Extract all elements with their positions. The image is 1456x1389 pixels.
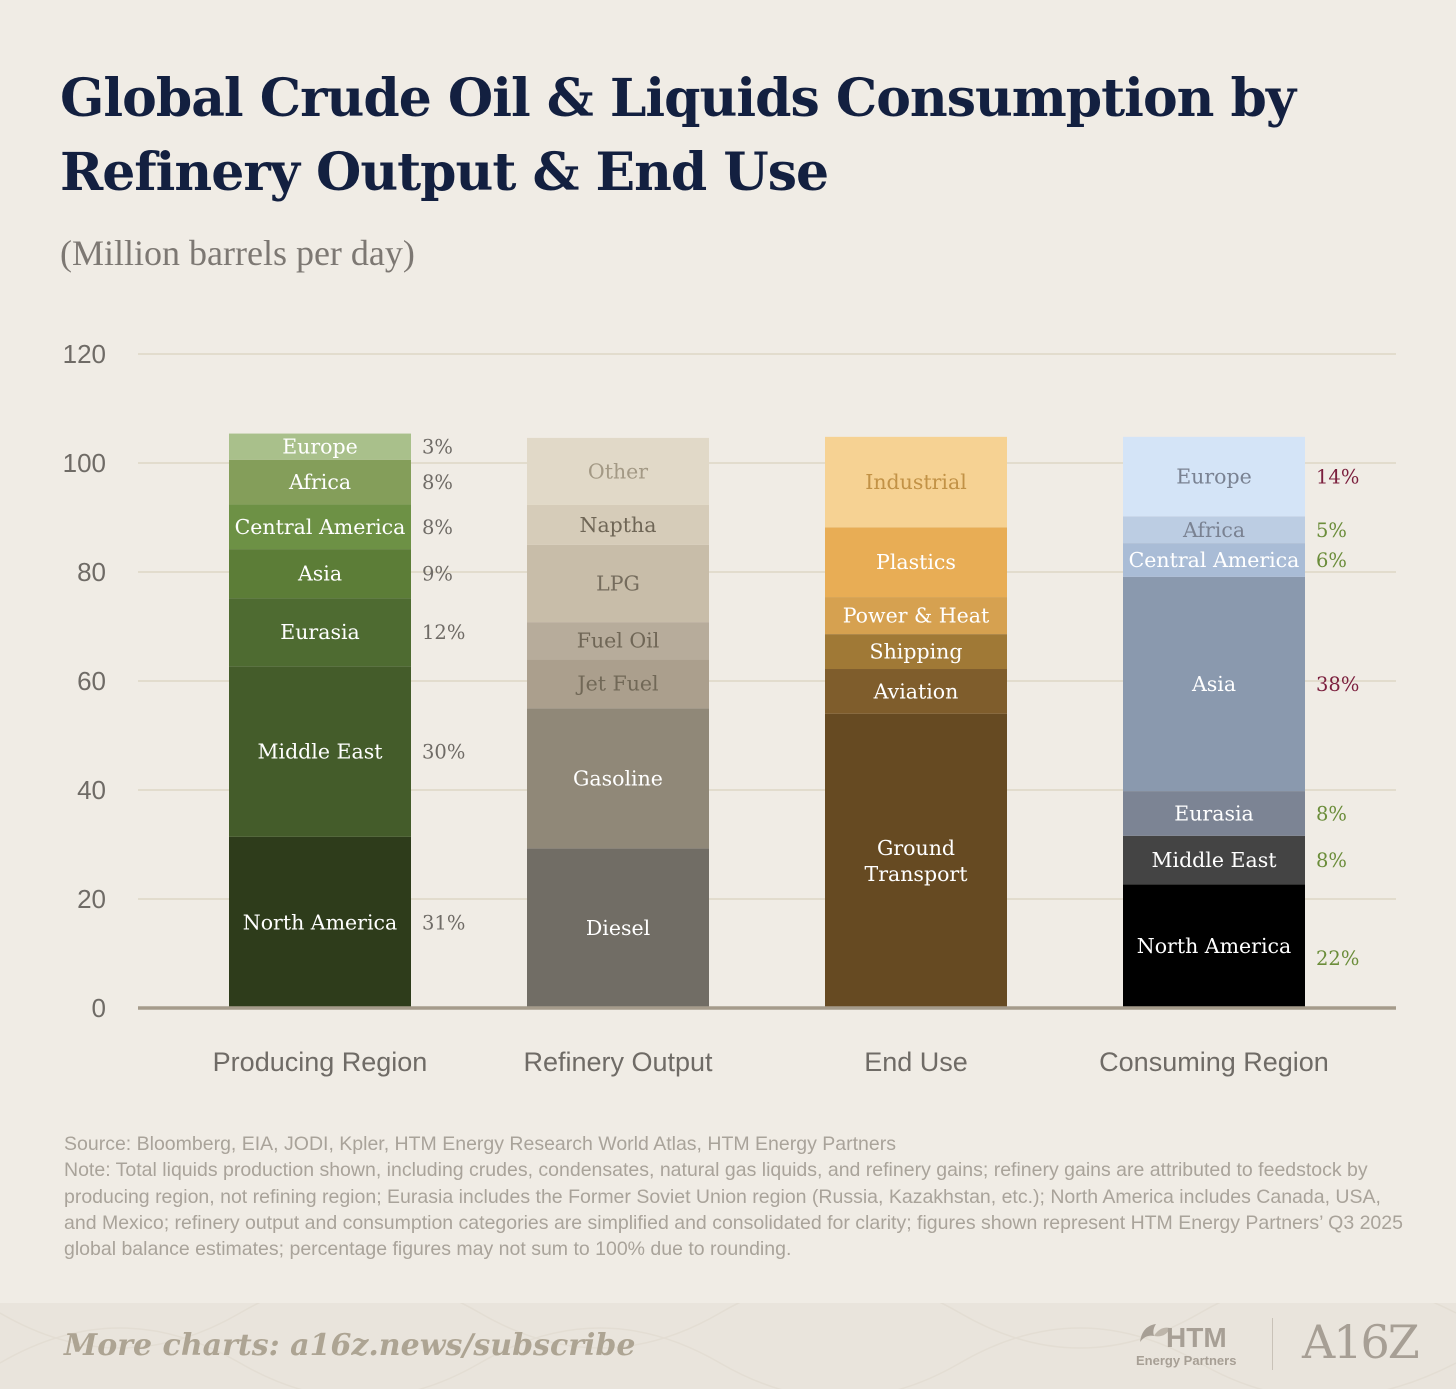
bar-segment xyxy=(825,436,1007,528)
segment-label: Middle East xyxy=(1152,848,1278,872)
bar-segment xyxy=(527,622,709,660)
bar-segment xyxy=(229,666,411,837)
logo-divider xyxy=(1272,1318,1273,1370)
htm-leaf-icon xyxy=(1140,1324,1170,1342)
more-charts-link[interactable]: More charts: a16z.news/subscribe xyxy=(64,1328,636,1363)
bar-segment xyxy=(1123,543,1305,577)
bar-segment xyxy=(229,459,411,505)
segment-label: Naptha xyxy=(580,513,657,537)
bar-segment xyxy=(229,549,411,599)
percent-label: 8% xyxy=(422,516,453,539)
note-text: Note: Total liquids production shown, in… xyxy=(64,1159,1403,1261)
segment-label: Power & Heat xyxy=(843,604,990,628)
y-tick-label: 20 xyxy=(77,884,106,914)
percent-label: 5% xyxy=(1316,519,1347,542)
bar-segment xyxy=(825,669,1007,714)
y-tick-label: 60 xyxy=(77,666,106,696)
segment-label: Europe xyxy=(1176,465,1252,489)
percent-label: 9% xyxy=(422,563,453,586)
bar-segment xyxy=(1123,436,1305,517)
percent-label: 8% xyxy=(1316,849,1347,872)
bar-segment xyxy=(229,598,411,667)
source-notes: Source: Bloomberg, EIA, JODI, Kpler, HTM… xyxy=(64,1131,1404,1262)
bar-segment xyxy=(527,659,709,709)
segment-label: Africa xyxy=(1182,518,1245,542)
chart-title: Global Crude Oil & Liquids Consumption b… xyxy=(60,68,1296,203)
segment-label: North America xyxy=(243,910,397,934)
chart-subtitle: (Million barrels per day) xyxy=(60,233,415,273)
segment-label: Asia xyxy=(1191,672,1236,696)
percent-label: 12% xyxy=(422,621,465,644)
bar-segment xyxy=(1123,835,1305,885)
bar-segment xyxy=(229,433,411,460)
percent-label: 8% xyxy=(1316,802,1347,825)
percent-label: 22% xyxy=(1316,947,1359,970)
percent-label: 8% xyxy=(422,471,453,494)
segment-label: Ground xyxy=(877,836,955,860)
x-category-label: End Use xyxy=(864,1047,968,1077)
footer-band xyxy=(0,1303,1456,1389)
percent-label: 30% xyxy=(422,741,465,764)
segment-label: Aviation xyxy=(873,679,959,703)
segment-label: Central America xyxy=(235,515,406,539)
percent-label: 3% xyxy=(422,436,453,459)
segment-label: Middle East xyxy=(258,740,384,764)
y-tick-label: 100 xyxy=(63,448,106,478)
bar-segment xyxy=(1123,884,1305,1008)
segment-label: Transport xyxy=(865,862,969,886)
bar-segment xyxy=(825,634,1007,670)
segment-label: Industrial xyxy=(865,470,967,494)
segment-label: Gasoline xyxy=(573,766,663,790)
bar-segment xyxy=(825,527,1007,598)
segment-label: Diesel xyxy=(586,916,650,940)
stacked-bar-chart: 0 20 40 60 80 100 120 North America 31% Middle Ea… xyxy=(63,339,1396,1077)
bar-segment xyxy=(527,848,709,1008)
segment-label: Shipping xyxy=(870,640,963,664)
segment-label: Plastics xyxy=(876,550,956,574)
x-category-label: Refinery Output xyxy=(523,1047,713,1077)
bar-segment xyxy=(825,597,1007,635)
x-category-label: Consuming Region xyxy=(1099,1047,1329,1077)
bar-segment xyxy=(527,708,709,849)
x-category-label: Producing Region xyxy=(213,1047,428,1077)
bar-segment xyxy=(229,836,411,1008)
percent-label: 6% xyxy=(1316,549,1347,572)
bar-segment xyxy=(527,544,709,623)
htm-logo-subtext: Energy Partners xyxy=(1136,1353,1237,1368)
bar-segment xyxy=(527,437,709,505)
footer-pattern xyxy=(0,1303,1456,1389)
bar-segment xyxy=(1123,576,1305,792)
y-tick-label: 80 xyxy=(77,557,106,587)
a16z-logo: A16Z xyxy=(1302,1315,1420,1369)
segment-label: North America xyxy=(1137,934,1291,958)
bar-segment xyxy=(527,504,709,545)
percent-label: 38% xyxy=(1316,673,1359,696)
segment-label: Jet Fuel xyxy=(575,672,658,696)
bar-segment xyxy=(825,713,1007,1008)
segment-label: Fuel Oil xyxy=(577,629,660,653)
segment-label: Central America xyxy=(1129,548,1300,572)
segment-label: Eurasia xyxy=(280,620,360,644)
y-tick-label: 120 xyxy=(63,339,106,369)
segment-label: Asia xyxy=(297,562,342,586)
segment-label: LPG xyxy=(596,571,640,595)
bar-segment xyxy=(1123,791,1305,836)
bar-segment xyxy=(229,504,411,550)
htm-logo-text: HTM xyxy=(1166,1322,1227,1353)
segment-label: Europe xyxy=(282,435,358,459)
percent-label: 31% xyxy=(422,911,465,934)
bar-segment xyxy=(1123,516,1305,544)
segment-label: Africa xyxy=(288,470,351,494)
segment-label: Other xyxy=(588,459,648,483)
y-tick-label: 0 xyxy=(92,993,106,1023)
source-text: Source: Bloomberg, EIA, JODI, Kpler, HTM… xyxy=(64,1133,896,1155)
percent-label: 14% xyxy=(1316,466,1359,489)
y-tick-label: 40 xyxy=(77,775,106,805)
segment-label: Eurasia xyxy=(1174,801,1254,825)
